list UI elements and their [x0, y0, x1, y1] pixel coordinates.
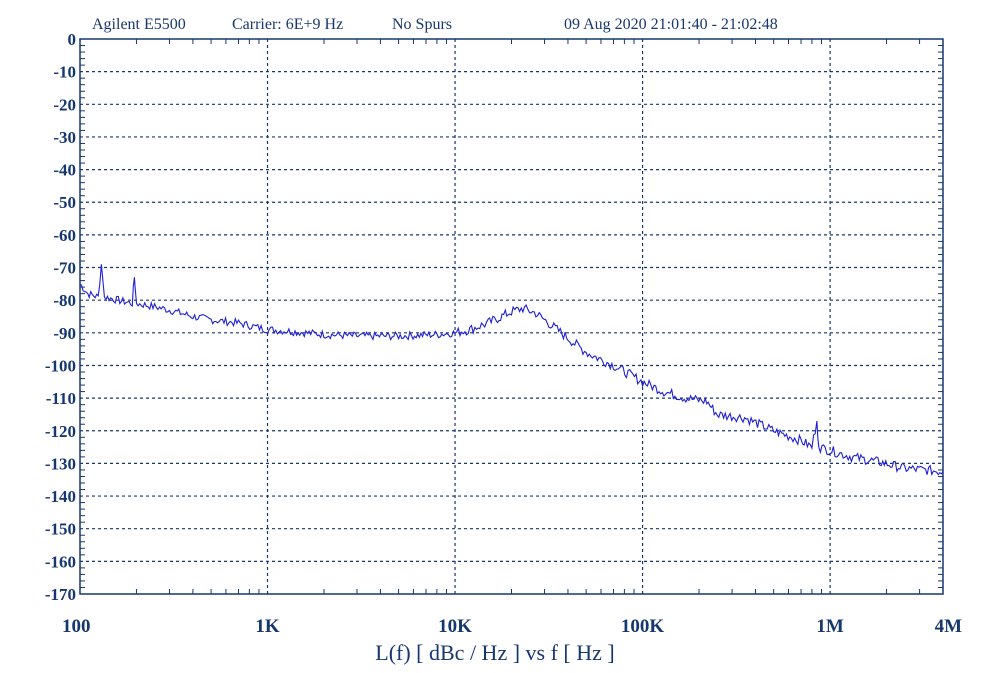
plot-area: [79, 38, 944, 595]
series-line: [79, 264, 944, 477]
spurs-label: No Spurs: [392, 16, 452, 33]
y-tick-label: -50: [53, 193, 76, 212]
series-layer: [79, 264, 944, 477]
y-tick-label: -110: [46, 389, 76, 408]
y-tick-label: -150: [45, 520, 76, 539]
y-tick-label: -140: [45, 487, 76, 506]
y-tick-label: -100: [45, 356, 76, 375]
x-tick-label: 100: [62, 616, 91, 637]
x-axis-label: L(f) [ dBc / Hz ] vs f [ Hz ]: [375, 640, 614, 665]
y-tick-label: -80: [53, 291, 76, 310]
grid: [80, 39, 943, 594]
y-tick-label: -10: [53, 63, 76, 82]
y-tick-label: -60: [53, 226, 76, 245]
y-tick-label: -130: [45, 454, 76, 473]
x-tick-label: 1M: [816, 616, 844, 637]
y-tick-label: -20: [53, 95, 76, 114]
x-tick-label: 100K: [621, 616, 665, 637]
y-tick-label: 0: [68, 30, 77, 49]
datetime-label: 09 Aug 2020 21:01:40 - 21:02:48: [564, 16, 778, 33]
y-tick-label: -160: [45, 552, 76, 571]
chart-header: Agilent E5500 Carrier: 6E+9 Hz No Spurs …: [92, 16, 778, 33]
y-tick-label: -170: [45, 585, 76, 604]
instrument-label: Agilent E5500: [92, 16, 186, 33]
y-tick-label: -90: [53, 324, 76, 343]
x-tick-label: 4M: [935, 616, 963, 637]
carrier-label: Carrier: 6E+9 Hz: [232, 16, 343, 33]
x-tick-label: 10K: [438, 616, 472, 637]
x-axis-ticks: 100 1K 10K 100K 1M 4M: [62, 616, 962, 637]
y-tick-label: -30: [53, 128, 76, 147]
y-tick-label: -70: [53, 259, 76, 278]
y-tick-label: -120: [45, 422, 76, 441]
y-tick-label: -40: [53, 161, 76, 180]
y-axis-ticks: 0 -10 -20 -30 -40 -50 -60 -70 -80 -90 -100 -110 -120…: [45, 30, 76, 604]
x-tick-label: 1K: [255, 616, 280, 637]
